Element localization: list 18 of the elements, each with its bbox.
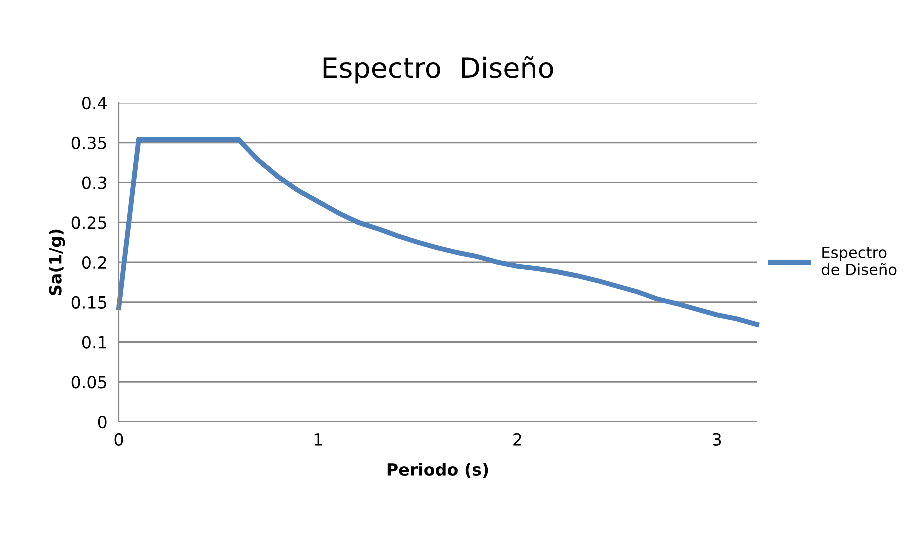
chart-title: Espectro Diseño [324,56,554,84]
y-axis-title: Sa(1/g) [48,230,66,296]
legend-label: Espectro de Diseño [822,247,897,276]
line-series [116,137,760,328]
x-tick-label: 0 [114,433,124,446]
x-tick-label: 2 [514,433,522,446]
y-tick-label: 0.3 [82,176,107,190]
y-tick-label: 0.05 [72,376,106,389]
y-tick-label: 0.1 [82,336,106,349]
y-tick-label: 0.35 [72,136,106,150]
x-tick-label: 1 [314,434,322,446]
x-axis-title: Periodo (s) [388,463,488,478]
y-tick-label: 0 [98,416,107,429]
y-tick-label: 0.15 [72,296,106,309]
y-tick-label: 0.4 [82,96,107,110]
x-tick-label: 3 [713,433,722,446]
y-tick-label: 0.2 [82,256,106,270]
y-tick-label: 0.25 [72,216,106,230]
